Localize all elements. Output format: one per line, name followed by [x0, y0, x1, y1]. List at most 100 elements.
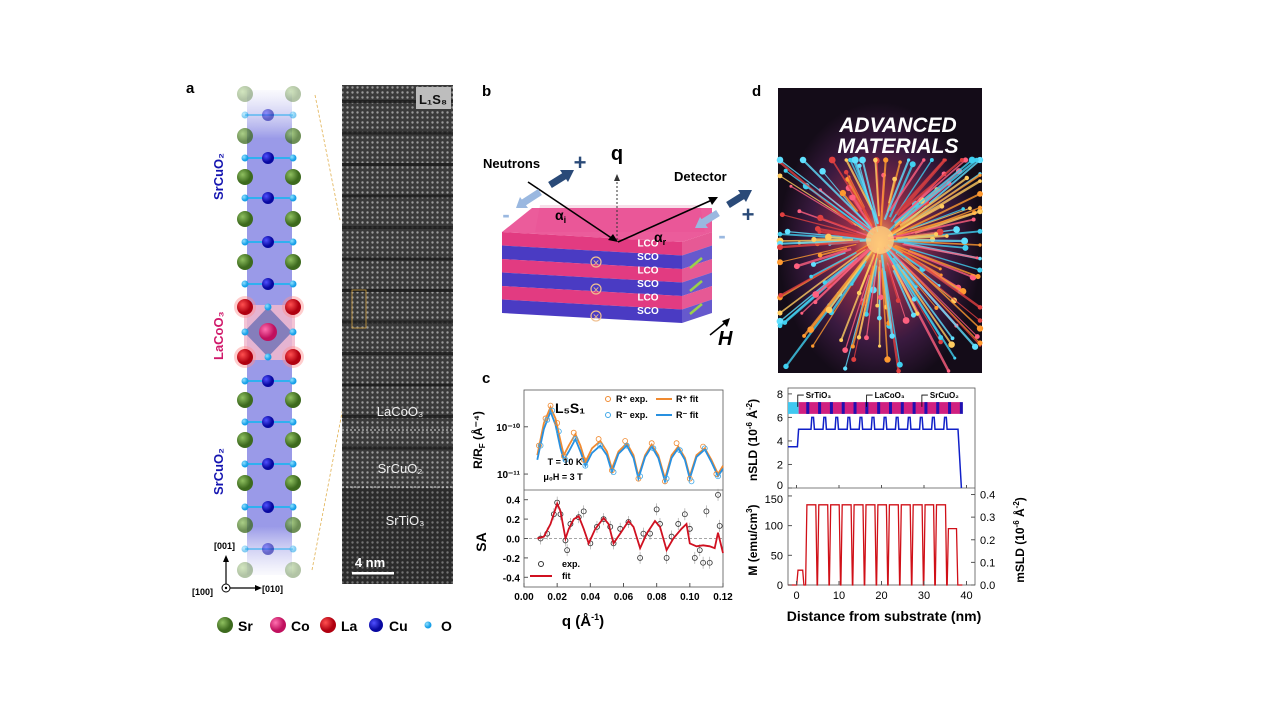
tem-tag: L₁S₈	[419, 92, 447, 107]
o-atom	[241, 154, 249, 162]
cover-ray	[899, 159, 963, 213]
layer-label: SrTiO₃	[806, 391, 832, 400]
zoom-guide-line	[311, 359, 353, 571]
cover-atom	[971, 217, 976, 222]
o-atom	[264, 303, 272, 311]
sr-atom	[285, 169, 301, 185]
label-part: F	[478, 443, 487, 448]
cover-atom	[977, 305, 983, 310]
detector-label: Detector	[674, 169, 727, 184]
o-atom	[289, 280, 297, 288]
field-into-page-icon	[590, 310, 602, 322]
y-tick-label: 10⁻¹⁰	[496, 423, 520, 434]
cover-atom	[810, 261, 817, 267]
plus-sign-detector: +	[742, 202, 755, 227]
cover-atom	[974, 157, 979, 163]
legend-marker-icon	[605, 396, 611, 402]
tem-interface-line	[342, 320, 453, 324]
spin-down-arrow	[700, 210, 720, 226]
tem-tag-box	[416, 87, 451, 109]
cover-ray	[898, 239, 981, 246]
layer-label-lco: LCO	[637, 266, 658, 277]
arrow-head-icon	[223, 555, 229, 562]
label-part: -2	[1012, 501, 1021, 509]
cover-atom	[948, 341, 955, 348]
layer-label-lacoo3: LaCoO₃	[211, 311, 226, 360]
data-point-r-minus-exp	[555, 428, 562, 435]
cover-atom	[959, 158, 964, 162]
cover-ray	[907, 250, 974, 279]
o-atom	[289, 154, 297, 162]
data-point-r-minus-exp	[562, 456, 569, 463]
cover-atom	[878, 344, 882, 348]
alpha-r-label: αr	[654, 229, 667, 247]
x-tick-label: 0.04	[581, 592, 601, 603]
legend-item: R⁺ fit	[656, 394, 698, 404]
cover-atom	[909, 161, 916, 168]
cover-atom	[812, 291, 820, 298]
journal-cover: ADVANCED MATERIALS	[776, 88, 984, 374]
panel-label-a: a	[186, 80, 195, 97]
o-atom	[241, 194, 249, 202]
spin-up-arrow	[548, 172, 568, 188]
cover-atom	[967, 206, 972, 211]
atom-legend: Sr Co La Cu O	[217, 617, 452, 634]
cover-ray	[884, 270, 901, 365]
la-atom	[285, 299, 301, 315]
cover-atom	[777, 244, 783, 251]
cover-atom	[978, 243, 982, 247]
legend-label: R⁻ fit	[676, 410, 698, 420]
cover-atom	[977, 208, 983, 215]
o-atom	[289, 194, 297, 202]
cover-ray	[881, 269, 889, 360]
cu-atom	[262, 458, 274, 470]
cover-ray	[895, 192, 981, 236]
sr-atom	[237, 254, 253, 270]
x-tick-label: 30	[918, 590, 930, 602]
y-tick-label: 0.4	[506, 496, 520, 507]
x-tick-label: 10	[833, 590, 845, 602]
cover-atom	[797, 209, 802, 214]
cover-atom	[946, 369, 951, 373]
cover-atom	[783, 168, 788, 173]
label-part: 3	[745, 508, 754, 513]
cover-ray	[902, 243, 978, 259]
y-tick-label: 4	[777, 436, 783, 448]
data-point-r-plus-exp	[580, 456, 587, 463]
cover-atom	[962, 157, 969, 163]
cover-atom	[977, 267, 983, 273]
cross-icon: ×	[592, 313, 600, 323]
cover-atom	[902, 317, 910, 324]
cover-ray	[842, 192, 859, 213]
x-tick-label: 0	[793, 590, 799, 602]
legend-sr-atom-icon	[217, 617, 233, 633]
cover-atom	[850, 344, 855, 349]
data-point-r-plus-exp	[648, 440, 655, 447]
cover-atom	[817, 252, 823, 258]
slab-layer-front	[502, 286, 682, 310]
cu-atom	[262, 543, 274, 555]
cu-atom	[262, 416, 274, 428]
tem-interface-line	[342, 226, 453, 229]
sr-atom	[285, 86, 301, 102]
label-part: -2	[745, 402, 754, 410]
cover-ray	[888, 159, 925, 212]
x-axis-label-q: q (Å-1)	[562, 612, 604, 630]
data-point-sa-exp	[700, 559, 706, 566]
data-point-sa-exp	[681, 511, 688, 518]
cover-ray	[831, 159, 877, 230]
srcuo2-layer-bar	[818, 402, 822, 414]
x-tick-label: 0.10	[680, 592, 700, 603]
tem-label-srcuo2: SrCuO₂	[378, 461, 423, 476]
zoom-guide-line	[314, 94, 341, 221]
sr-atom	[237, 432, 253, 448]
legend-item-o: O	[424, 618, 452, 634]
y2-tick-label: 0.2	[980, 535, 995, 547]
cover-atom	[883, 157, 889, 163]
cover-ray	[891, 240, 966, 249]
tem-micrograph	[342, 85, 453, 584]
cover-ray	[824, 259, 855, 284]
o-atom	[289, 377, 297, 385]
cover-atom	[962, 244, 969, 251]
